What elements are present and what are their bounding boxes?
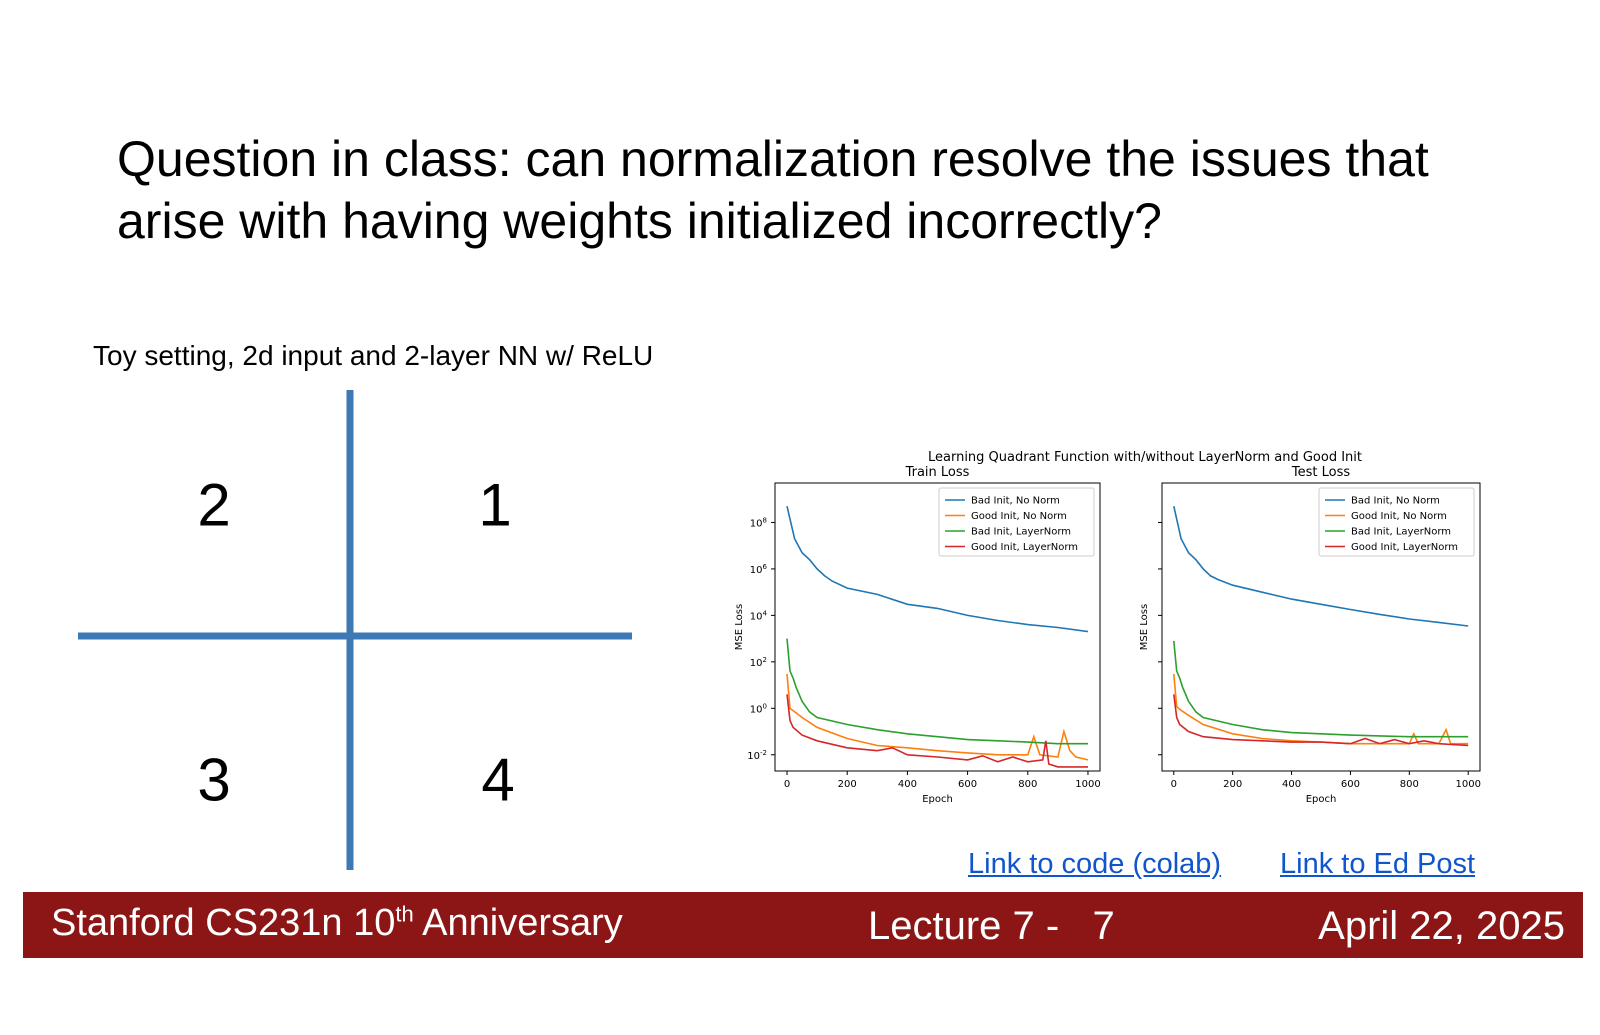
x-tick-label-1-3: 600 (1341, 779, 1360, 790)
legend-label-1-2: Bad Init, LayerNorm (1351, 527, 1451, 538)
quadrant-diagram: 1 2 3 4 (78, 390, 632, 870)
slide-title: Question in class: can normalization res… (117, 131, 1429, 249)
footer-date: April 22, 2025 (1318, 904, 1565, 948)
x-axis-label-1: Epoch (1306, 794, 1337, 805)
y-tick-label-0-3: 102 (750, 656, 767, 669)
quadrant-label-1: 1 (478, 472, 511, 539)
legend-box-0 (938, 487, 1095, 557)
footer-course-superscript: th (395, 901, 414, 927)
charts-suptitle: Learning Quadrant Function with/without … (928, 450, 1362, 465)
series-line-0-2 (786, 638, 1088, 745)
x-tick-label-1-5: 1000 (1455, 779, 1480, 790)
x-tick-label-0-1: 200 (838, 779, 857, 790)
x-tick-label-0-0: 0 (784, 779, 790, 790)
legend-label-1-0: Bad Init, No Norm (1351, 496, 1440, 507)
series-line-1-2 (1173, 640, 1469, 738)
legend-box-1 (1318, 487, 1475, 557)
footer-course: Stanford CS231n 10th Anniversary (51, 902, 623, 945)
y-axis-label-1: MSE Loss (1139, 604, 1150, 650)
chart-title-1: Test Loss (1291, 465, 1350, 480)
legend-label-0-0: Bad Init, No Norm (971, 496, 1060, 507)
x-tick-label-0-3: 600 (958, 779, 977, 790)
legend-label-0-1: Good Init, No Norm (971, 511, 1067, 522)
x-tick-label-1-2: 400 (1282, 779, 1301, 790)
x-tick-label-0-4: 800 (1018, 779, 1037, 790)
series-line-0-3 (786, 694, 1088, 768)
loss-charts: Learning Quadrant Function with/without … (735, 450, 1481, 805)
code-link[interactable]: Link to code (colab) (968, 848, 1222, 880)
x-tick-label-1-4: 800 (1400, 779, 1419, 790)
chart-title-0: Train Loss (905, 465, 970, 480)
quadrant-label-4: 4 (481, 747, 514, 814)
quadrant-label-3: 3 (197, 747, 230, 814)
x-tick-label-1-0: 0 (1171, 779, 1177, 790)
footer-lecture: Lecture 7 - 7 (868, 904, 1115, 948)
y-axis-label-0: MSE Loss (735, 604, 745, 650)
series-line-0-0 (786, 506, 1089, 633)
footer-bar: Stanford CS231n 10th Anniversary Lecture… (23, 892, 1583, 958)
x-tick-label-0-2: 400 (898, 779, 917, 790)
legend-label-1-1: Good Init, No Norm (1351, 511, 1447, 522)
series-line-0-1 (786, 673, 1089, 761)
legend-label-1-3: Good Init, LayerNorm (1351, 542, 1458, 553)
series-line-1-0 (1173, 506, 1469, 627)
footer-course-suffix: Anniversary (413, 902, 623, 944)
quadrant-label-2: 2 (197, 472, 230, 539)
legend-label-0-2: Bad Init, LayerNorm (971, 527, 1071, 538)
ed-post-link[interactable]: Link to Ed Post (1280, 848, 1476, 880)
series-line-1-3 (1173, 694, 1469, 747)
y-tick-label-0-2: 104 (750, 609, 768, 622)
legend-label-0-3: Good Init, LayerNorm (971, 542, 1078, 553)
x-tick-label-1-1: 200 (1223, 779, 1242, 790)
footer-course-name: Stanford CS231n 10 (51, 902, 396, 944)
y-tick-label-0-0: 108 (750, 516, 767, 529)
slide-subtitle: Toy setting, 2d input and 2-layer NN w/ … (93, 340, 654, 371)
x-tick-label-0-5: 1000 (1075, 779, 1100, 790)
y-tick-label-0-5: 10-2 (747, 749, 767, 762)
y-tick-label-0-1: 106 (750, 563, 768, 576)
y-tick-label-0-4: 100 (750, 702, 767, 715)
x-axis-label-0: Epoch (922, 794, 953, 805)
